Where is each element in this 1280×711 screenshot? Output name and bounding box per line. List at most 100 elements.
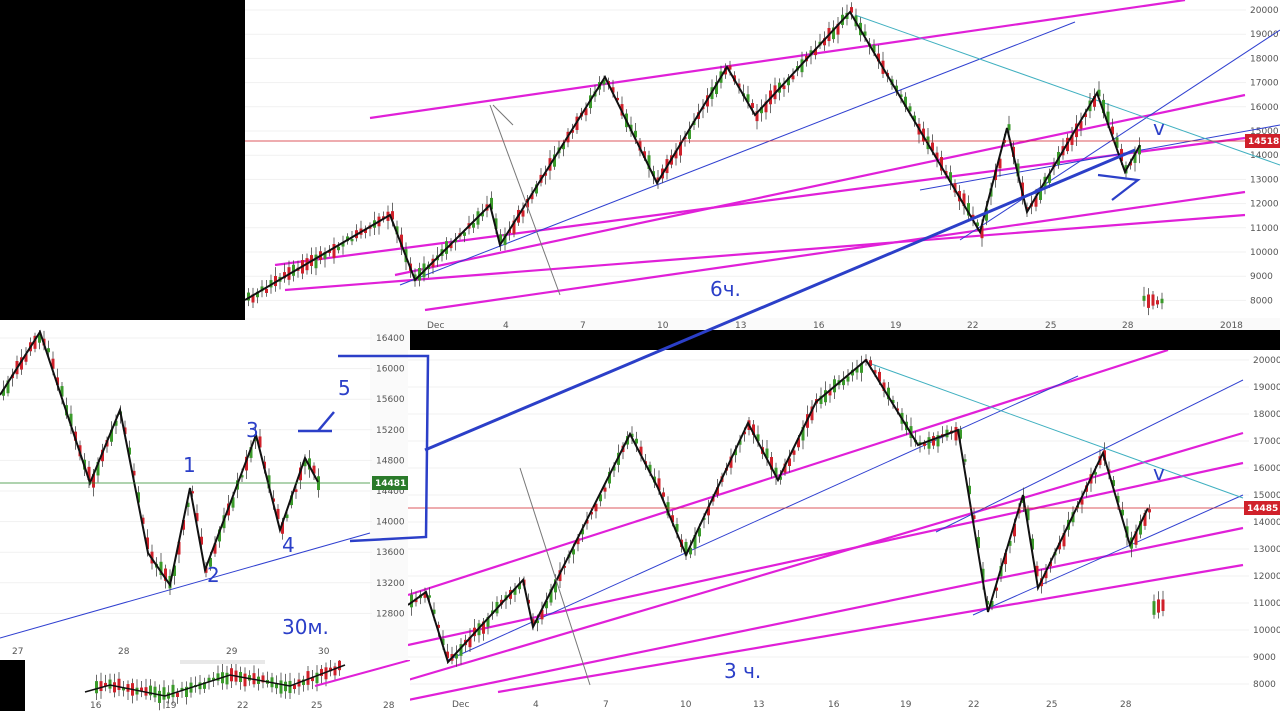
chart-bottom-svg[interactable]: 20000 19000 18000 17000 16000 15000 14000 13000… — [408, 350, 1280, 711]
left-candle — [186, 502, 190, 508]
left-candle — [294, 489, 298, 492]
wave5-arrow — [317, 411, 335, 432]
bottom-candle — [482, 621, 485, 634]
strip-candle — [338, 660, 341, 671]
strip-candle — [185, 686, 188, 698]
left-candle — [2, 389, 5, 396]
bottom-xtick: 16 — [828, 700, 840, 710]
top-channel-line — [274, 136, 1246, 267]
top-xtick: 19 — [890, 321, 902, 330]
top-arrow-line — [492, 104, 514, 126]
left-timeframe-note: 30м. — [282, 615, 329, 639]
bottom-ytick: 12000 — [1253, 572, 1280, 582]
strip-candle — [198, 682, 202, 690]
top-candle — [755, 111, 759, 122]
bottom-candle — [455, 653, 458, 659]
bottom-candle — [671, 515, 674, 523]
top-candle — [337, 246, 340, 251]
top-xtick: 16 — [813, 321, 825, 330]
top-ytick: 18000 — [1250, 54, 1279, 64]
top-candle — [800, 59, 804, 73]
strip-candle — [95, 681, 98, 694]
top-xtick: 22 — [967, 321, 978, 330]
bottom-candle — [990, 601, 994, 607]
top-candle — [823, 38, 826, 46]
strip-candle — [261, 675, 265, 683]
bottom-candle — [734, 449, 737, 456]
top-candle — [1097, 89, 1101, 97]
bottom-ytick: 10000 — [1253, 626, 1280, 636]
strip-candle — [288, 680, 292, 694]
top-candle — [314, 254, 318, 269]
top-candle — [904, 96, 907, 107]
bottom-ytick: 18000 — [1253, 410, 1280, 420]
bottom-channel-line — [497, 563, 1244, 694]
bottom-candle — [662, 492, 665, 497]
bottom-candle — [707, 506, 710, 516]
left-xtick: 30 — [318, 647, 330, 657]
left-candle — [231, 497, 235, 508]
bottom-candle — [581, 529, 584, 535]
bottom-channel-line — [408, 431, 1244, 682]
left-candle — [164, 568, 167, 581]
strip-candle — [306, 671, 310, 685]
strip-candle — [153, 686, 157, 698]
wave-label-3: 3 — [246, 418, 259, 442]
bottom-ytick: 20000 — [1253, 356, 1280, 366]
left-candle — [249, 447, 253, 458]
bottom-candle — [518, 583, 521, 590]
bottom-candle — [486, 616, 490, 627]
top-candle — [1007, 124, 1011, 131]
strip-candle — [203, 682, 206, 689]
top-zigzag-wave — [245, 10, 1141, 301]
top-candle — [836, 23, 840, 35]
left-candle — [285, 514, 289, 519]
bottom-candle — [1004, 553, 1007, 565]
bottom-candle — [531, 619, 535, 626]
bottom-candle — [1157, 599, 1160, 613]
bottom-candle — [666, 502, 670, 516]
top-ytick: 10000 — [1250, 248, 1279, 258]
top-candle — [832, 27, 835, 40]
top-timeframe-note: 6ч. — [710, 277, 741, 301]
bottom-candle — [770, 457, 773, 470]
bottom-candle — [1044, 570, 1048, 579]
bottom-candle — [716, 487, 719, 495]
left-xtick: 28 — [118, 647, 130, 657]
bottom-xtick: 13 — [753, 700, 764, 710]
top-xtick: Dec — [427, 321, 444, 330]
bottom-xtick: 7 — [603, 700, 609, 710]
strip-candle — [158, 690, 161, 703]
bottom-candle — [698, 528, 701, 537]
bottom-candle — [1139, 521, 1142, 535]
top-candle — [562, 143, 565, 150]
wave-label-2: 2 — [207, 563, 220, 587]
bottom-candle — [545, 600, 548, 609]
chart-top-svg[interactable]: 20000 19000 18000 17000 16000 15000 14000 13000… — [245, 0, 1280, 330]
chart-strip-svg: 16 19 22 25 28 — [84, 660, 410, 711]
top-candle — [1111, 126, 1114, 135]
left-candle — [24, 354, 28, 362]
bottom-candle — [423, 592, 427, 598]
top-xtick: 10 — [657, 321, 669, 330]
top-candle — [1070, 134, 1074, 145]
bottom-candle — [986, 600, 989, 605]
wave-label-1: 1 — [183, 453, 196, 477]
bottom-xtick: Dec — [452, 700, 469, 710]
chart-left-svg[interactable]: 1640016000156001520014800144001400013600… — [0, 320, 410, 660]
strip-candle — [225, 672, 229, 685]
bottom-candle — [1152, 601, 1156, 615]
top-hand-mark: v — [1153, 116, 1165, 140]
top-candle — [1160, 298, 1164, 304]
strip-candle — [162, 687, 166, 700]
top-ytick: 13000 — [1250, 175, 1279, 185]
bottom-channel-line — [408, 461, 1244, 647]
top-trendline — [919, 124, 1280, 191]
bottom-candle — [1112, 480, 1115, 487]
top-candle — [1138, 145, 1141, 155]
bottom-candle — [1121, 509, 1124, 516]
top-xtick: 2018 — [1220, 321, 1243, 330]
strip-candle — [279, 680, 283, 694]
bottom-ytick: 8000 — [1253, 680, 1276, 690]
top-candle — [899, 94, 903, 98]
